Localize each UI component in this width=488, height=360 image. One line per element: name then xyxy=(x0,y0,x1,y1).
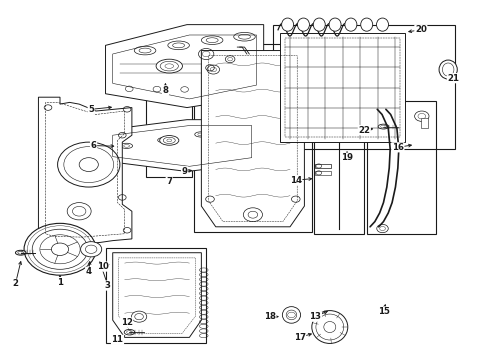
Polygon shape xyxy=(201,50,304,227)
Circle shape xyxy=(330,102,347,114)
Ellipse shape xyxy=(328,18,340,31)
Bar xyxy=(376,105,391,111)
Circle shape xyxy=(67,203,91,220)
Text: 9: 9 xyxy=(181,167,187,176)
Bar xyxy=(315,171,330,175)
Circle shape xyxy=(414,111,428,121)
Circle shape xyxy=(58,142,120,187)
Ellipse shape xyxy=(281,18,293,31)
Ellipse shape xyxy=(156,59,182,73)
Polygon shape xyxy=(105,120,258,171)
Circle shape xyxy=(81,242,102,257)
Ellipse shape xyxy=(377,124,388,129)
Text: 14: 14 xyxy=(289,176,301,185)
Text: 2: 2 xyxy=(12,279,19,288)
Text: 3: 3 xyxy=(105,281,111,290)
Ellipse shape xyxy=(160,136,179,145)
Bar xyxy=(313,101,364,234)
Ellipse shape xyxy=(311,311,347,343)
Bar xyxy=(420,118,427,127)
Polygon shape xyxy=(280,33,404,142)
Text: 13: 13 xyxy=(309,312,321,321)
Ellipse shape xyxy=(16,250,26,255)
Bar xyxy=(273,24,454,149)
Bar xyxy=(285,39,399,137)
Text: 16: 16 xyxy=(391,143,403,152)
Polygon shape xyxy=(112,253,201,337)
Text: 17: 17 xyxy=(293,333,305,342)
Text: 7: 7 xyxy=(166,177,172,186)
Text: 11: 11 xyxy=(111,335,123,344)
Circle shape xyxy=(24,223,96,275)
Text: 4: 4 xyxy=(85,267,92,276)
Text: 15: 15 xyxy=(377,307,388,316)
Text: 18: 18 xyxy=(264,312,275,321)
Text: 12: 12 xyxy=(121,318,132,327)
Circle shape xyxy=(131,311,146,322)
Ellipse shape xyxy=(282,307,300,323)
Ellipse shape xyxy=(167,41,189,50)
Text: 22: 22 xyxy=(358,126,369,135)
Ellipse shape xyxy=(438,60,456,79)
Ellipse shape xyxy=(376,18,387,31)
Text: 8: 8 xyxy=(162,86,168,95)
Ellipse shape xyxy=(313,18,325,31)
Bar xyxy=(105,248,206,343)
Text: 20: 20 xyxy=(414,25,426,34)
Ellipse shape xyxy=(233,32,255,41)
Ellipse shape xyxy=(344,18,356,31)
Bar xyxy=(146,44,191,177)
Text: 5: 5 xyxy=(88,105,94,114)
Bar xyxy=(366,101,435,234)
Bar xyxy=(194,44,311,232)
Ellipse shape xyxy=(201,36,223,45)
Circle shape xyxy=(51,243,68,256)
Text: 6: 6 xyxy=(90,141,96,150)
Ellipse shape xyxy=(134,46,156,55)
Circle shape xyxy=(376,224,387,233)
Text: 19: 19 xyxy=(340,153,352,162)
Ellipse shape xyxy=(124,329,135,335)
Text: 1: 1 xyxy=(57,278,63,287)
Bar xyxy=(315,164,330,168)
Ellipse shape xyxy=(297,18,309,31)
Polygon shape xyxy=(39,97,132,244)
Polygon shape xyxy=(105,24,263,108)
Circle shape xyxy=(79,158,98,171)
Text: 21: 21 xyxy=(447,74,459,83)
Ellipse shape xyxy=(360,18,372,31)
Text: 10: 10 xyxy=(97,262,109,271)
